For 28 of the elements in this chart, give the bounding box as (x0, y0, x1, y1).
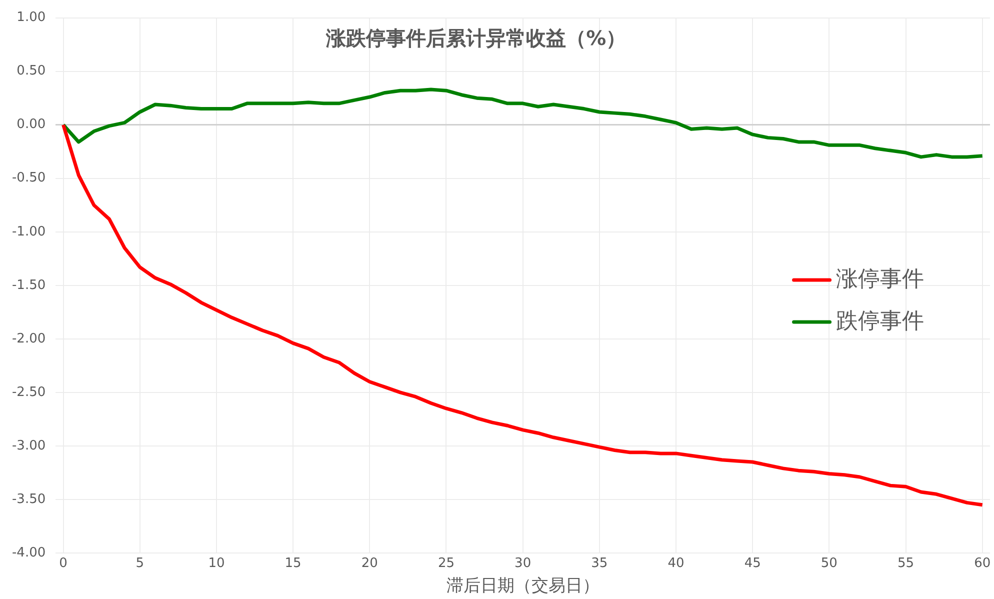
text: 涨跌停事件后累计异常收益（%） (325, 26, 626, 50)
x-tick-label: 20 (361, 556, 378, 572)
y-tick-label: 0.00 (16, 117, 46, 132)
y-tick-label: -0.50 (12, 170, 46, 186)
x-tick-label: 25 (438, 556, 455, 572)
y-tick-label: -1.00 (12, 224, 46, 240)
y-tick-label: -2.00 (12, 331, 46, 346)
y-tick-label: -1.50 (12, 278, 46, 293)
x-tick-label: 35 (591, 556, 608, 572)
x-tick-label: 50 (820, 556, 838, 572)
x-axis-title: 滞后日期（交易日） (446, 576, 600, 596)
x-tick-label: 30 (514, 556, 532, 572)
x-tick-label: 60 (974, 556, 991, 572)
x-tick-label: 10 (208, 556, 225, 572)
legend-label: 涨停事件 (836, 266, 924, 292)
y-tick-label: -2.50 (12, 384, 46, 400)
legend-label: 跌停事件 (836, 308, 924, 334)
y-tick-label: 1.00 (16, 10, 46, 26)
x-tick-label: 55 (897, 556, 914, 572)
y-tick-label: -3.50 (12, 492, 46, 507)
x-tick-label: 15 (284, 556, 302, 572)
x-tick-label: 45 (744, 556, 761, 572)
y-tick-label: -3.00 (12, 438, 46, 454)
y-tick-label: 0.50 (16, 64, 46, 79)
x-tick-label: 0 (59, 556, 68, 572)
x-tick-label: 40 (668, 556, 684, 572)
x-tick-label: 5 (136, 556, 144, 572)
y-tick-label: -4.00 (12, 545, 46, 560)
